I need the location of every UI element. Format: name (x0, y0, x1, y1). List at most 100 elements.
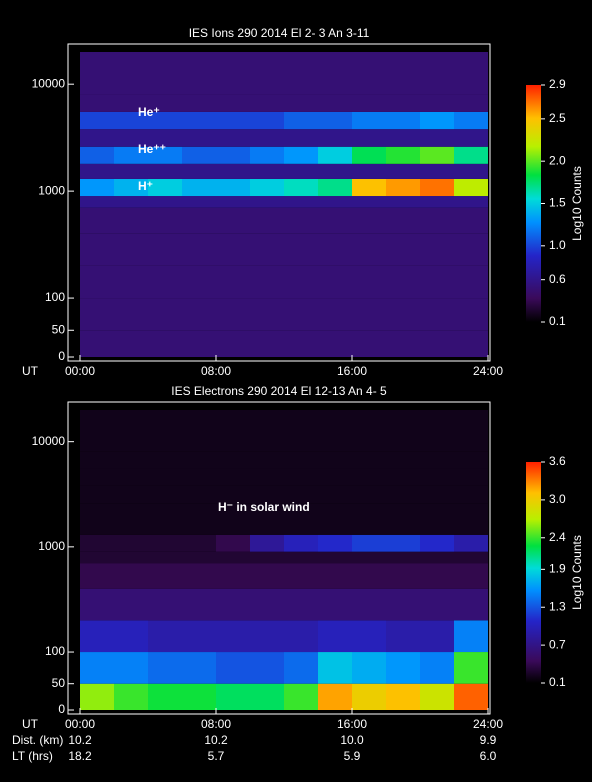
heatmap-cell (352, 178, 386, 197)
heatmap-cell (114, 265, 148, 299)
colorbar-tick-label: 1.0 (549, 238, 566, 252)
heatmap-cell (80, 410, 114, 452)
heatmap-cell (454, 620, 488, 653)
heatmap-cell (352, 620, 386, 653)
heatmap-cell (284, 503, 318, 521)
heatmap-cell (386, 129, 420, 147)
heatmap-cell (386, 111, 420, 130)
heatmap-cell (80, 468, 114, 486)
heatmap-cell (386, 652, 420, 684)
heatmap-cell (454, 330, 488, 357)
heatmap-cell (318, 298, 352, 331)
row-value: 18.2 (68, 749, 92, 763)
heatmap-cell (250, 503, 284, 521)
heatmap-cell (216, 485, 250, 504)
heatmap-cell (216, 163, 250, 179)
frame (67, 43, 491, 362)
heatmap-cell (454, 233, 488, 266)
heatmap-cell (80, 233, 114, 266)
heatmap-cell (80, 129, 114, 147)
heatmap-cell (318, 620, 352, 653)
heatmap-cell (386, 520, 420, 535)
heatmap-cell (250, 551, 284, 564)
heatmap-cell (420, 207, 454, 234)
heatmap-cell (284, 196, 318, 208)
heatmap-cell (148, 451, 182, 469)
annotation: He⁺⁺ (138, 142, 166, 156)
heatmap-cell (420, 233, 454, 266)
heatmap-cell (454, 451, 488, 469)
heatmap-cell (148, 468, 182, 486)
heatmap-cell (250, 196, 284, 208)
heatmap-cell (114, 207, 148, 234)
heatmap-cell (420, 683, 454, 710)
heatmap-cell (352, 94, 386, 112)
heatmap-cell (182, 534, 216, 552)
colorbar-tick-label: 0.6 (549, 272, 566, 286)
heatmap-cell (80, 485, 114, 504)
heatmap-cell (284, 534, 318, 552)
heatmap-cell (114, 563, 148, 589)
heatmap-cell (80, 534, 114, 552)
heatmap-cell (284, 146, 318, 164)
heatmap-cell (148, 207, 182, 234)
heatmap-cell (352, 652, 386, 684)
heatmap-cell (420, 520, 454, 535)
heatmap-cell (182, 330, 216, 357)
chart-title: IES Ions 290 2014 El 2- 3 An 3-11 (189, 26, 370, 40)
colorbar-tick-label: 2.0 (549, 153, 566, 167)
colorbar (526, 85, 541, 322)
heatmap-cell (420, 146, 454, 164)
heatmap-cell (114, 485, 148, 504)
heatmap-cell (250, 330, 284, 357)
heatmap-cell (148, 620, 182, 653)
heatmap-cell (148, 265, 182, 299)
heatmap-cell (148, 652, 182, 684)
heatmap-cell (386, 683, 420, 710)
heatmap-cell (386, 410, 420, 452)
heatmap-cell (148, 146, 182, 164)
heatmap-cell (114, 468, 148, 486)
x-tick-label: 24:00 (473, 364, 503, 378)
heatmap-cell (148, 233, 182, 266)
x-tick-label: 16:00 (337, 717, 367, 731)
colorbar-tick-label: 3.0 (549, 492, 566, 506)
heatmap-cell (114, 52, 148, 95)
heatmap-cell (420, 652, 454, 684)
heatmap-cell (284, 551, 318, 564)
heatmap-cell (182, 652, 216, 684)
y-tick-label: 1000 (38, 539, 65, 553)
heatmap-cell (148, 111, 182, 130)
heatmap-cell (250, 129, 284, 147)
heatmap-cell (420, 265, 454, 299)
colorbar-tick-label: 0.1 (549, 675, 566, 689)
row-value: 5.7 (208, 749, 225, 763)
y-tick-label: 100 (45, 290, 65, 304)
heatmap-cell (454, 503, 488, 521)
heatmap-cell (352, 563, 386, 589)
heatmap-cell (318, 485, 352, 504)
heatmap-cell (216, 330, 250, 357)
heatmap-cell (114, 683, 148, 710)
heatmap-cell (216, 551, 250, 564)
y-tick-label: 0 (58, 349, 65, 363)
heatmap-cell (420, 451, 454, 469)
heatmap-cell (182, 520, 216, 535)
heatmap-cell (114, 520, 148, 535)
row-value: 9.9 (480, 733, 497, 747)
heatmap-cell (352, 534, 386, 552)
heatmap-cell (114, 534, 148, 552)
annotation: H⁺ (138, 179, 153, 193)
heatmap-cell (420, 563, 454, 589)
heatmap-cell (284, 652, 318, 684)
colorbar-tick-label: 1.9 (549, 562, 566, 576)
heatmap-cell (454, 52, 488, 95)
heatmap-cell (420, 410, 454, 452)
heatmap-cell (352, 551, 386, 564)
chart-title: IES Electrons 290 2014 El 12-13 An 4- 5 (171, 384, 387, 398)
heatmap-cell (80, 163, 114, 179)
heatmap-cell (318, 111, 352, 130)
heatmap-cell (318, 563, 352, 589)
heatmap-cell (352, 485, 386, 504)
heatmap-cell (284, 94, 318, 112)
